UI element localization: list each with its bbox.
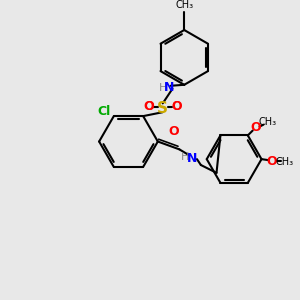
Text: Cl: Cl [98, 105, 111, 118]
Text: O: O [266, 154, 277, 168]
Text: N: N [164, 81, 174, 94]
Text: CH₃: CH₃ [175, 0, 193, 10]
Text: H: H [158, 83, 167, 93]
Text: O: O [171, 100, 182, 113]
Text: CH₃: CH₃ [258, 117, 276, 127]
Text: S: S [157, 101, 168, 116]
Text: O: O [144, 100, 154, 113]
Text: O: O [172, 100, 181, 113]
Text: H: H [181, 152, 189, 162]
Text: CH₃: CH₃ [276, 157, 294, 167]
Text: O: O [250, 121, 261, 134]
Text: O: O [144, 100, 154, 113]
Text: N: N [187, 152, 197, 165]
Text: O: O [169, 124, 179, 138]
